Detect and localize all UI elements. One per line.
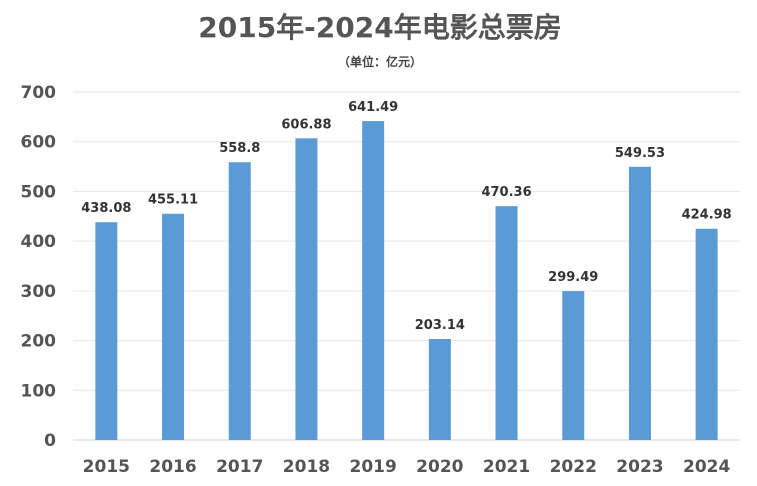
bar xyxy=(362,121,385,440)
x-tick-label: 2024 xyxy=(683,457,730,477)
data-label: 470.36 xyxy=(481,185,531,200)
y-tick-label: 200 xyxy=(21,332,57,352)
x-axis: 2015 2016 2017 2018 2019 2020 2021 2022 2023 2024 xyxy=(83,457,731,477)
bar xyxy=(162,213,185,440)
bar xyxy=(695,228,718,440)
y-tick-label: 700 xyxy=(21,83,57,103)
chart-title: 2015年-2024年电影总票房 xyxy=(198,11,561,44)
x-tick-label: 2016 xyxy=(149,457,196,477)
bar xyxy=(95,222,118,440)
data-labels: 438.08 455.11 558.8 606.88 641.49 203.14 470.3… xyxy=(81,100,731,333)
y-tick-label: 500 xyxy=(21,182,57,202)
x-tick-label: 2022 xyxy=(550,457,597,477)
data-label: 455.11 xyxy=(148,193,198,208)
data-label: 606.88 xyxy=(281,117,331,132)
x-tick-label: 2021 xyxy=(483,457,530,477)
x-tick-label: 2017 xyxy=(216,457,263,477)
x-tick-label: 2018 xyxy=(283,457,330,477)
y-tick-label: 400 xyxy=(21,232,57,252)
x-tick-label: 2023 xyxy=(616,457,663,477)
y-tick-label: 600 xyxy=(21,133,57,153)
data-label: 549.53 xyxy=(615,146,665,161)
bar xyxy=(295,138,318,440)
y-tick-label: 300 xyxy=(21,282,57,302)
bar xyxy=(562,291,585,440)
bar xyxy=(228,162,251,440)
x-tick-label: 2015 xyxy=(83,457,130,477)
data-label: 203.14 xyxy=(415,318,465,333)
y-tick-label: 100 xyxy=(21,381,57,401)
bar xyxy=(495,206,518,440)
gridlines xyxy=(73,91,740,441)
chart-subtitle: （单位：亿元） xyxy=(338,54,422,69)
bar xyxy=(628,166,651,440)
y-tick-label: 0 xyxy=(44,431,56,451)
data-label: 438.08 xyxy=(81,201,131,216)
bars xyxy=(95,121,718,440)
data-label: 558.8 xyxy=(219,141,260,156)
data-label: 424.98 xyxy=(682,208,732,223)
x-tick-label: 2020 xyxy=(416,457,463,477)
x-tick-label: 2019 xyxy=(349,457,396,477)
bar xyxy=(428,339,451,440)
y-axis: 0 100 200 300 400 500 600 700 xyxy=(21,83,57,451)
data-label: 641.49 xyxy=(348,100,398,115)
data-label: 299.49 xyxy=(548,270,598,285)
